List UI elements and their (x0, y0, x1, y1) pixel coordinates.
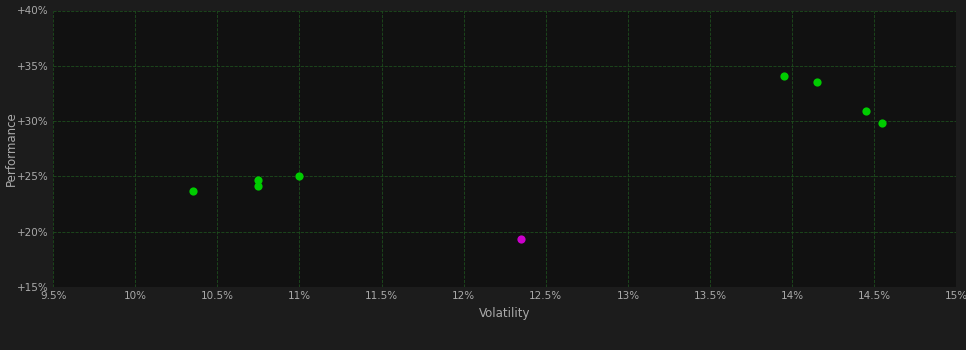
Point (777, 73, 792, 78)
Point (810, 79, 825, 85)
Point (514, 237, 529, 242)
X-axis label: Volatility: Volatility (479, 307, 530, 320)
Point (251, 177, 267, 182)
Y-axis label: Performance: Performance (5, 111, 18, 186)
Point (859, 108, 874, 114)
Point (292, 174, 307, 179)
Point (875, 120, 891, 126)
Point (251, 183, 267, 189)
Point (185, 188, 201, 194)
